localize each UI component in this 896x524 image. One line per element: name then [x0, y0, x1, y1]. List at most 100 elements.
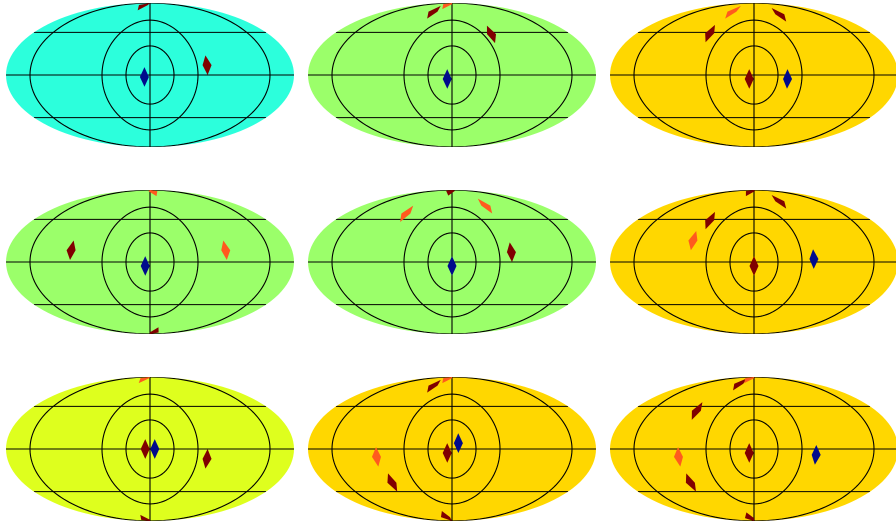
grid-circle: [729, 232, 779, 292]
mollweide-map: [610, 190, 896, 334]
source-marker: [140, 439, 150, 459]
source-marker: [691, 402, 703, 420]
mollweide-map: [6, 3, 294, 147]
source-marker: [440, 511, 452, 521]
source-marker: [138, 377, 150, 384]
source-marker: [140, 514, 151, 521]
graticule: [610, 3, 896, 147]
source-marker: [673, 447, 683, 467]
edge-meridian: [753, 3, 875, 147]
source-marker: [705, 211, 715, 230]
grid-circle: [101, 19, 199, 131]
mollweide-map: [308, 190, 596, 334]
edge-meridian: [331, 377, 453, 521]
mollweide-map: [610, 377, 896, 521]
source-marker: [744, 443, 754, 463]
source-marker: [744, 377, 755, 384]
graticule: [6, 190, 294, 334]
source-marker: [453, 433, 463, 453]
grid-circle: [705, 19, 803, 131]
source-marker: [66, 240, 76, 261]
source-marker: [733, 378, 747, 391]
mollweide-map: [610, 3, 896, 147]
graticule: [6, 377, 294, 521]
source-marker: [745, 190, 755, 197]
source-marker: [442, 443, 452, 463]
grid-circle: [101, 393, 199, 505]
mollweide-map: [308, 3, 596, 147]
grid-circle: [729, 45, 779, 105]
edge-meridian: [149, 377, 271, 521]
edge-meridian: [149, 190, 271, 334]
mollweide-map: [308, 377, 596, 521]
source-marker: [783, 69, 793, 89]
source-marker: [442, 3, 453, 10]
edge-meridian: [331, 3, 453, 147]
edge-meridian: [331, 190, 453, 334]
source-marker: [148, 190, 158, 197]
source-marker: [140, 256, 150, 276]
grid-circle: [427, 45, 477, 105]
graticule: [308, 377, 596, 521]
source-marker: [387, 473, 398, 492]
grid-circle: [403, 19, 501, 131]
edge-meridian: [633, 190, 755, 334]
source-marker: [202, 55, 212, 75]
graticule: [610, 377, 896, 521]
grid-circle: [705, 393, 803, 505]
source-marker: [749, 256, 759, 276]
source-marker: [446, 190, 456, 196]
grid-circle: [729, 419, 779, 479]
source-marker: [477, 198, 493, 214]
edge-meridian: [149, 3, 271, 147]
source-marker: [371, 447, 381, 467]
source-marker: [442, 377, 453, 384]
edge-meridian: [753, 377, 875, 521]
mollweide-map: [6, 190, 294, 334]
source-marker: [725, 5, 741, 19]
grid-circle: [427, 419, 477, 479]
source-marker: [688, 231, 698, 251]
source-marker: [506, 242, 516, 262]
mollweide-map: [6, 377, 294, 521]
edge-meridian: [451, 377, 573, 521]
edge-meridian: [753, 190, 875, 334]
edge-meridian: [29, 377, 151, 521]
source-marker: [202, 449, 212, 469]
edge-meridian: [633, 377, 755, 521]
source-marker: [150, 439, 160, 459]
grid-circle: [427, 232, 477, 292]
source-marker: [744, 512, 754, 521]
source-marker: [811, 445, 821, 465]
edge-meridian: [633, 3, 755, 147]
graticule: [308, 3, 596, 147]
edge-meridian: [451, 190, 573, 334]
source-marker: [486, 25, 497, 44]
source-marker: [447, 256, 457, 276]
source-marker: [221, 240, 231, 261]
source-marker: [427, 379, 441, 393]
source-marker: [685, 473, 696, 492]
grid-circle: [403, 393, 501, 505]
grid-circle: [125, 45, 175, 105]
grid-circle: [125, 232, 175, 292]
graticule: [6, 3, 294, 147]
source-marker: [744, 69, 754, 89]
edge-meridian: [29, 3, 151, 147]
source-marker: [705, 24, 715, 43]
grid-circle: [403, 206, 501, 318]
grid-circle: [125, 419, 175, 479]
source-marker: [442, 69, 452, 89]
source-marker: [771, 8, 787, 22]
source-marker: [149, 327, 159, 334]
edge-meridian: [29, 190, 151, 334]
source-marker: [809, 249, 819, 269]
source-marker: [427, 5, 441, 19]
grid-circle: [705, 206, 803, 318]
grid-circle: [101, 206, 199, 318]
source-marker: [400, 205, 414, 222]
edge-meridian: [451, 3, 573, 147]
source-marker: [137, 3, 150, 11]
source-marker: [139, 67, 149, 87]
